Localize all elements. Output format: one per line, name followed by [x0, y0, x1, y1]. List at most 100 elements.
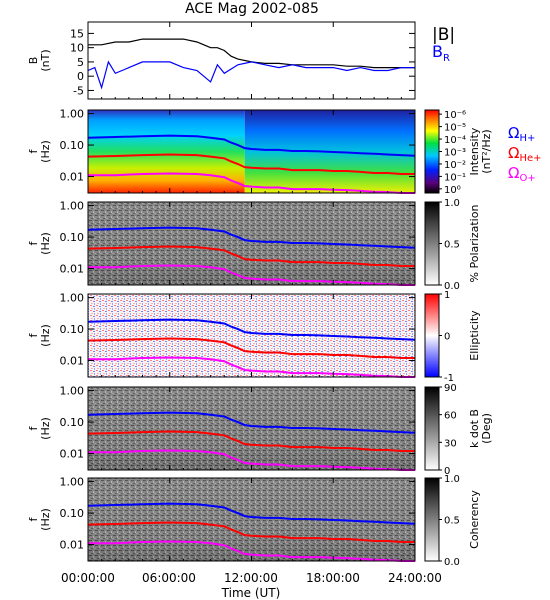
f-y-tick-label: 0.10 [60, 139, 85, 152]
f-y-tick-label: 0.01 [60, 539, 85, 552]
colorbar-tick-label: 30 [444, 438, 457, 449]
f-y-axis-label-line: (Hz) [39, 417, 52, 440]
f-y-axis-label-line: f [27, 332, 40, 337]
b-magnitude-line [88, 38, 415, 69]
spectrogram-panel-kdotb: 0.01 0.10 1.00 f (Hz) 0 30 60 90 k dot B (Deg) [27, 383, 493, 477]
colorbar-tick-label: 0.5 [444, 240, 460, 251]
colorbar-tick-label: 90 [444, 383, 457, 394]
b-y-tick-label: -5 [73, 84, 84, 97]
b-y-tick-label: 0 [77, 70, 84, 83]
f-y-tick-label: 1.00 [60, 200, 85, 213]
f-y-axis-label: f (Hz) [27, 140, 52, 163]
colorbar-label: Coherency [468, 490, 481, 549]
f-y-axis-label-line: f [27, 425, 40, 430]
spectrogram-panel-coherency: 0.01 0.10 1.00 f (Hz) 0.0 0.5 1.0 Coherency [27, 474, 481, 568]
f-y-tick-label: 0.01 [60, 355, 85, 368]
f-y-axis-label-line: f [27, 240, 40, 245]
legend-omega-h: ΩH+ [508, 124, 535, 144]
gyrofrequency-line-h [87, 502, 416, 525]
colorbar-tick-label: 10⁻² [444, 160, 466, 171]
spectrogram-texture [88, 202, 415, 285]
f-y-tick-label: 0.01 [60, 171, 85, 184]
time-axis: 00:00:00 06:00:00 12:00:00 18:00:00 24:0… [61, 571, 442, 600]
f-y-axis-label: f (Hz) [27, 508, 52, 531]
f-y-axis-label: f (Hz) [27, 417, 52, 440]
colorbar-tick-label: 60 [444, 411, 457, 422]
f-y-axis-label-line: f [27, 516, 40, 521]
b-y-axis-label-line: B [27, 57, 40, 65]
f-y-tick-label: 1.00 [60, 385, 85, 398]
time-axis-label: Time (UT) [221, 586, 281, 600]
gyrofrequency-line-o [88, 264, 415, 286]
time-tick-label: 00:00:00 [61, 571, 115, 585]
f-y-axis-label-line: f [27, 148, 40, 153]
gyrofrequency-line-h [87, 134, 416, 157]
spectrogram-texture [88, 478, 415, 561]
colorbar-tick-label: -1 [444, 373, 454, 384]
legend-b-magnitude: |B| [432, 25, 455, 45]
f-y-tick-label: 0.10 [60, 231, 85, 244]
b-y-axis-label: B (nT) [27, 49, 52, 71]
f-y-tick-label: 0.10 [60, 507, 85, 520]
colorbar-label: % Polarization [468, 205, 481, 283]
f-y-tick-label: 1.00 [60, 108, 85, 121]
gyrofrequency-line-he [87, 337, 415, 359]
colorbar [424, 201, 440, 286]
gyrofrequency-line-h [87, 318, 416, 341]
colorbar-tick-label: 1.0 [444, 474, 460, 485]
time-tick-label: 06:00:00 [142, 571, 196, 585]
f-y-axis-label-line: (Hz) [39, 232, 52, 255]
gyrofrequency-line-he [87, 430, 415, 452]
legend-omega-o: ΩO+ [508, 164, 536, 184]
colorbar-tick-label: 0 [444, 466, 450, 477]
colorbar [424, 386, 440, 471]
gyrofrequency-line-o [88, 540, 415, 562]
f-y-tick-label: 1.00 [60, 292, 85, 305]
f-y-tick-label: 0.10 [60, 416, 85, 429]
colorbar-tick-label: 1 [444, 290, 450, 301]
colorbar-tick-label: 10⁰ [444, 185, 461, 196]
spectrogram-image [88, 294, 415, 377]
legend-omega-he: ΩHe+ [508, 144, 542, 164]
b-plot-area [88, 22, 415, 99]
b-radial-line [87, 60, 415, 90]
time-tick-label: 12:00:00 [224, 571, 278, 585]
gyrofrequency-line-he [87, 245, 415, 267]
colorbar-tick-label: 10⁻⁵ [444, 123, 466, 134]
colorbar-tick-label: 10⁻¹ [444, 172, 466, 183]
f-y-tick-label: 1.00 [60, 476, 85, 489]
time-tick-label: 24:00:00 [388, 571, 442, 585]
f-y-tick-label: 0.10 [60, 323, 85, 336]
f-y-axis-label-line: (Hz) [39, 140, 52, 163]
spectrogram-panel-intensity: 0.01 0.10 1.00 f (Hz) 10⁰ 10⁻¹10⁻²10⁻³ 10⁻⁴10⁻⁵… [27, 108, 493, 196]
colorbar-tick-label: 10⁻⁶ [444, 110, 466, 121]
f-y-axis-label-line: (Hz) [39, 324, 52, 347]
colorbar [424, 293, 440, 378]
colorbar-tick-label: 0 [444, 332, 450, 343]
colorbar-label: (nT²/Hz) [480, 129, 493, 173]
gyrofrequency-legend: ΩH+ΩHe+ΩO+ [508, 124, 542, 184]
spectrogram-panel-polarization: 0.01 0.10 1.00 f (Hz) 0.0 0.5 1.0 % Polarization [27, 198, 481, 292]
colorbar-tick-label: 10⁻³ [444, 148, 466, 159]
f-y-axis-label: f (Hz) [27, 324, 52, 347]
gyrofrequency-line-o [88, 356, 415, 378]
gyrofrequency-line-o [88, 449, 415, 471]
b-y-tick-label: 5 [77, 56, 84, 69]
colorbar-tick-label: 0.5 [444, 516, 460, 527]
colorbar-label: Ellipticity [468, 310, 481, 361]
f-y-axis-label-line: (Hz) [39, 508, 52, 531]
b-y-axis-label-line: (nT) [39, 49, 52, 71]
spectrogram-image [88, 110, 245, 193]
gyrofrequency-line-h [87, 411, 416, 434]
colorbar-tick-label: 1.0 [444, 198, 460, 209]
colorbar-label: k dot B [468, 409, 481, 448]
gyrofrequency-line-he [87, 521, 415, 543]
colorbar-label: (Deg) [480, 413, 493, 444]
colorbar-tick-label: 10⁻⁴ [444, 135, 466, 146]
b-y-tick-label: 10 [70, 42, 84, 55]
f-y-tick-label: 0.01 [60, 448, 85, 461]
colorbar-tick-label: 0.0 [444, 557, 460, 568]
